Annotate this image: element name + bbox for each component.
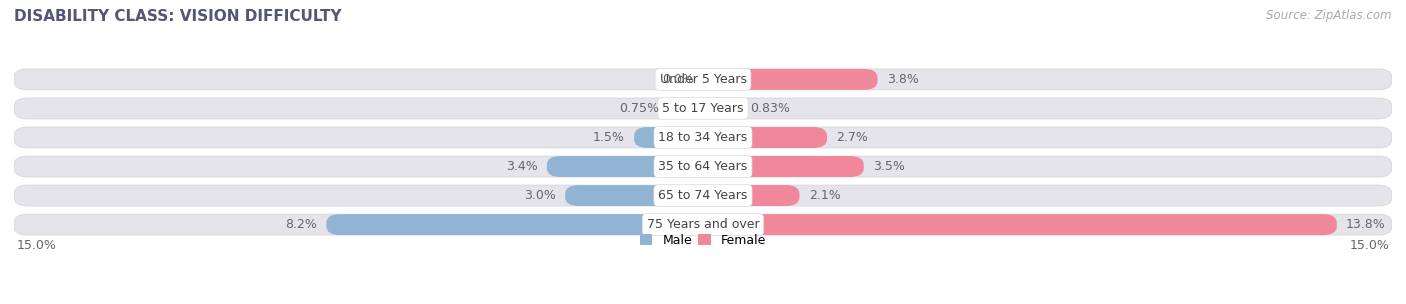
Text: 3.4%: 3.4% bbox=[506, 160, 537, 173]
FancyBboxPatch shape bbox=[669, 98, 703, 119]
Text: 0.75%: 0.75% bbox=[620, 102, 659, 115]
Text: 3.8%: 3.8% bbox=[887, 73, 918, 86]
FancyBboxPatch shape bbox=[703, 69, 877, 90]
Text: 3.5%: 3.5% bbox=[873, 160, 905, 173]
FancyBboxPatch shape bbox=[703, 98, 741, 119]
Text: Under 5 Years: Under 5 Years bbox=[659, 73, 747, 86]
Legend: Male, Female: Male, Female bbox=[640, 234, 766, 247]
FancyBboxPatch shape bbox=[14, 214, 1392, 235]
FancyBboxPatch shape bbox=[14, 127, 1392, 148]
Text: 65 to 74 Years: 65 to 74 Years bbox=[658, 189, 748, 202]
FancyBboxPatch shape bbox=[703, 156, 863, 177]
Text: 0.0%: 0.0% bbox=[662, 73, 693, 86]
Text: Source: ZipAtlas.com: Source: ZipAtlas.com bbox=[1267, 9, 1392, 22]
Text: 0.83%: 0.83% bbox=[751, 102, 790, 115]
Text: 2.1%: 2.1% bbox=[808, 189, 841, 202]
Text: 3.0%: 3.0% bbox=[524, 189, 555, 202]
FancyBboxPatch shape bbox=[703, 214, 1337, 235]
Text: 15.0%: 15.0% bbox=[17, 239, 56, 252]
FancyBboxPatch shape bbox=[14, 69, 1392, 90]
Text: 2.7%: 2.7% bbox=[837, 131, 868, 144]
Text: 8.2%: 8.2% bbox=[285, 218, 318, 231]
Text: 13.8%: 13.8% bbox=[1346, 218, 1386, 231]
FancyBboxPatch shape bbox=[634, 127, 703, 148]
FancyBboxPatch shape bbox=[326, 214, 703, 235]
Text: 35 to 64 Years: 35 to 64 Years bbox=[658, 160, 748, 173]
Text: DISABILITY CLASS: VISION DIFFICULTY: DISABILITY CLASS: VISION DIFFICULTY bbox=[14, 9, 342, 24]
FancyBboxPatch shape bbox=[703, 185, 800, 206]
Text: 1.5%: 1.5% bbox=[593, 131, 624, 144]
FancyBboxPatch shape bbox=[703, 127, 827, 148]
FancyBboxPatch shape bbox=[14, 98, 1392, 119]
Text: 5 to 17 Years: 5 to 17 Years bbox=[662, 102, 744, 115]
FancyBboxPatch shape bbox=[547, 156, 703, 177]
Text: 18 to 34 Years: 18 to 34 Years bbox=[658, 131, 748, 144]
FancyBboxPatch shape bbox=[14, 185, 1392, 206]
FancyBboxPatch shape bbox=[14, 156, 1392, 177]
Text: 75 Years and over: 75 Years and over bbox=[647, 218, 759, 231]
FancyBboxPatch shape bbox=[565, 185, 703, 206]
Text: 15.0%: 15.0% bbox=[1350, 239, 1389, 252]
